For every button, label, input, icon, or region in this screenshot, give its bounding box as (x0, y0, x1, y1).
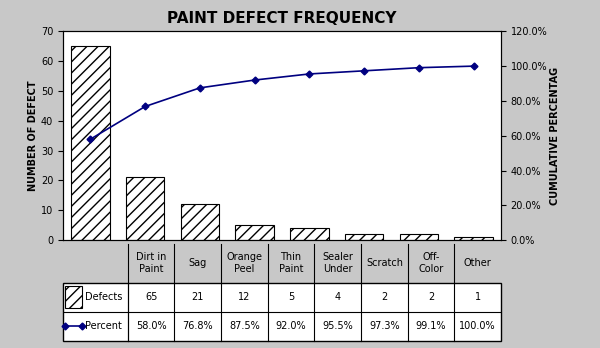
Text: Scratch: Scratch (366, 258, 403, 268)
Text: Defects: Defects (85, 292, 123, 302)
Text: 76.8%: 76.8% (182, 322, 213, 331)
Bar (290, 228, 329, 240)
Bar (454, 237, 493, 240)
Y-axis label: CUMULATIVE PERCENTAG: CUMULATIVE PERCENTAG (550, 67, 560, 205)
Text: Other: Other (464, 258, 491, 268)
Text: Sag: Sag (188, 258, 207, 268)
Text: 87.5%: 87.5% (229, 322, 260, 331)
Y-axis label: NUMBER OF DEFECT: NUMBER OF DEFECT (28, 80, 38, 191)
Text: 97.3%: 97.3% (369, 322, 400, 331)
Text: Dirt in
Paint: Dirt in Paint (136, 252, 166, 274)
Text: 12: 12 (238, 292, 251, 302)
Text: Off-
Color: Off- Color (418, 252, 443, 274)
Text: 95.5%: 95.5% (322, 322, 353, 331)
Title: PAINT DEFECT FREQUENCY: PAINT DEFECT FREQUENCY (167, 11, 397, 26)
Bar (235, 225, 274, 240)
Text: Thin
Paint: Thin Paint (279, 252, 304, 274)
Bar (63, 283, 501, 341)
Text: 1: 1 (475, 292, 481, 302)
Text: 100.0%: 100.0% (460, 322, 496, 331)
Text: 5: 5 (288, 292, 294, 302)
Bar (181, 204, 219, 240)
Text: 21: 21 (191, 292, 204, 302)
Text: Percent: Percent (85, 322, 122, 331)
Bar (126, 177, 164, 240)
Text: 99.1%: 99.1% (416, 322, 446, 331)
Text: 2: 2 (428, 292, 434, 302)
Bar (345, 234, 383, 240)
Text: 65: 65 (145, 292, 157, 302)
Bar (400, 234, 438, 240)
Text: 2: 2 (381, 292, 388, 302)
Bar (71, 46, 110, 240)
Bar (65, 286, 82, 308)
Text: 4: 4 (335, 292, 341, 302)
Text: 58.0%: 58.0% (136, 322, 166, 331)
Text: Orange
Peel: Orange Peel (226, 252, 262, 274)
Text: 92.0%: 92.0% (276, 322, 307, 331)
Text: Sealer
Under: Sealer Under (322, 252, 353, 274)
